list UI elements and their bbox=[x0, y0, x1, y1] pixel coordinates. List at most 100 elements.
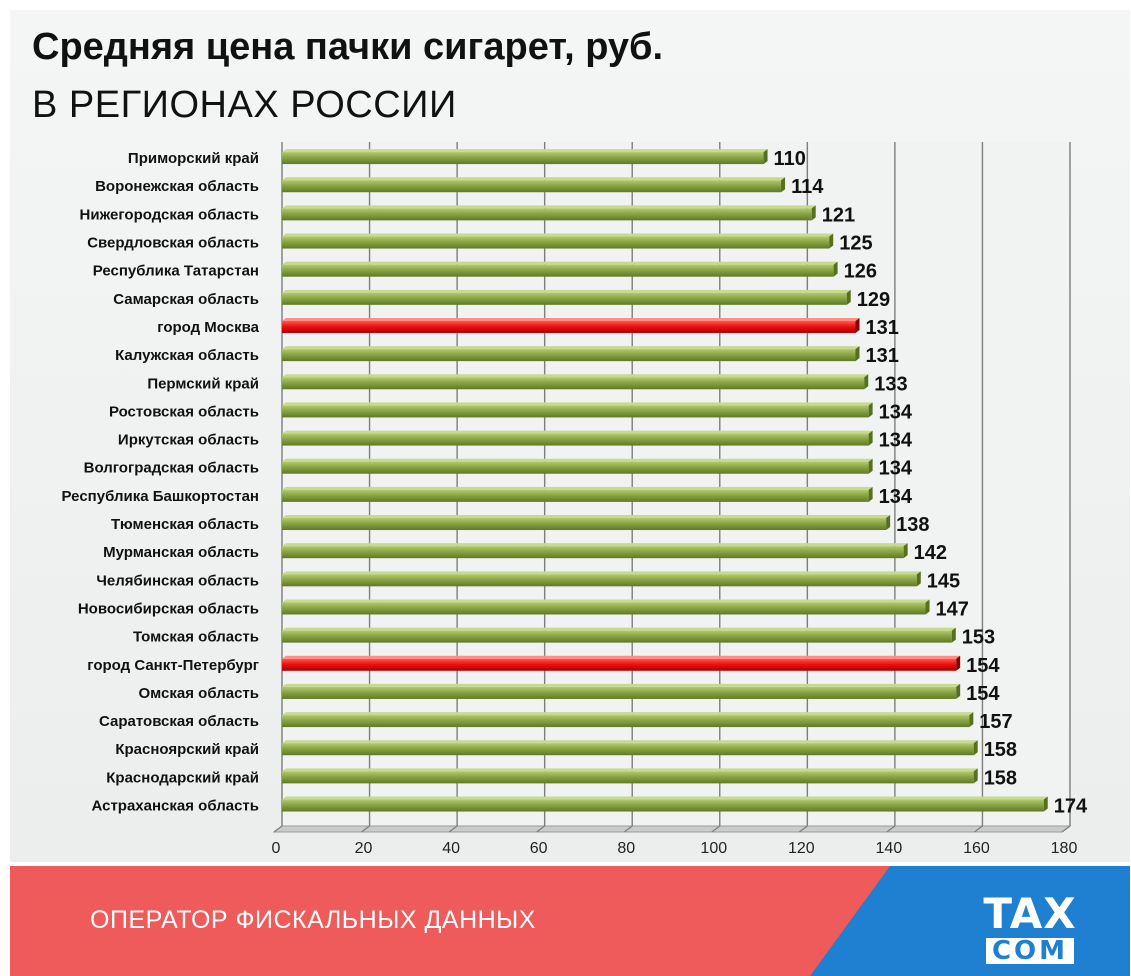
category-label: Свердловская область bbox=[87, 235, 259, 252]
bar bbox=[282, 292, 847, 305]
category-label: Томская область bbox=[133, 629, 259, 646]
value-label: 125 bbox=[839, 233, 872, 255]
bar bbox=[282, 320, 856, 333]
bar-top-face bbox=[282, 346, 860, 350]
value-label: 153 bbox=[962, 627, 995, 649]
bar-top-face bbox=[282, 655, 961, 659]
value-label: 174 bbox=[1054, 796, 1088, 818]
gridline-floor bbox=[798, 825, 808, 833]
bar-side-face bbox=[969, 712, 974, 728]
category-label: Саратовская область bbox=[99, 713, 259, 730]
value-label: 134 bbox=[879, 458, 913, 480]
bar-top-face bbox=[282, 289, 851, 293]
bar-side-face bbox=[1043, 796, 1048, 812]
bar bbox=[282, 602, 926, 615]
bar-top-face bbox=[282, 712, 974, 716]
bar-side-face bbox=[868, 458, 873, 474]
bar-side-face bbox=[973, 740, 978, 756]
value-label: 114 bbox=[791, 176, 824, 198]
category-label: Новосибирская область bbox=[78, 600, 259, 617]
bar-top-face bbox=[282, 768, 978, 772]
category-label: Самарская область bbox=[113, 291, 259, 308]
bar-side-face bbox=[864, 374, 869, 390]
value-label: 121 bbox=[822, 204, 855, 226]
bar-side-face bbox=[763, 149, 768, 165]
value-label: 138 bbox=[896, 514, 929, 536]
bar bbox=[282, 180, 782, 193]
bar-top-face bbox=[282, 149, 768, 153]
bar-side-face bbox=[886, 515, 891, 531]
gridline-floor bbox=[273, 825, 283, 833]
value-label: 154 bbox=[966, 683, 1000, 705]
bar bbox=[282, 208, 812, 221]
x-tick-label: 80 bbox=[617, 840, 635, 857]
bar bbox=[282, 715, 970, 728]
bar bbox=[282, 630, 952, 643]
bar-top-face bbox=[282, 205, 816, 209]
bar bbox=[282, 377, 865, 390]
gridline-floor bbox=[361, 825, 370, 833]
bar-side-face bbox=[829, 233, 834, 249]
bar bbox=[282, 236, 830, 249]
bar bbox=[282, 518, 887, 531]
bar-top-face bbox=[282, 458, 873, 462]
category-label: Пермский край bbox=[147, 375, 259, 392]
bar bbox=[282, 658, 957, 671]
category-label: Челябинская область bbox=[96, 572, 259, 589]
value-label: 154 bbox=[966, 655, 1000, 677]
bar-side-face bbox=[903, 543, 908, 559]
plot-floor bbox=[272, 825, 1072, 833]
logo-top-text: TAX bbox=[983, 889, 1077, 938]
value-label: 131 bbox=[865, 345, 898, 367]
category-label: Республика Башкортостан bbox=[62, 488, 259, 505]
bar-side-face bbox=[951, 627, 956, 643]
category-label: Приморский край bbox=[128, 150, 259, 167]
bar-chart: 0 20 40 60 80 100 120 140 160 180 Приморский край 1… bbox=[62, 142, 1088, 857]
bar-top-face bbox=[282, 317, 860, 321]
gridline-floor bbox=[1061, 825, 1071, 833]
bar bbox=[282, 771, 974, 784]
bar-side-face bbox=[925, 599, 930, 615]
bar-top-face bbox=[282, 430, 873, 434]
bar-side-face bbox=[916, 571, 921, 587]
operator-text: ОПЕРАТОР ФИСКАЛЬНЫХ ДАННЫХ bbox=[90, 906, 536, 934]
category-label: Красноярский край bbox=[115, 741, 259, 758]
value-label: 133 bbox=[874, 373, 907, 395]
bar-top-face bbox=[282, 374, 869, 378]
x-tick-label: 140 bbox=[876, 840, 903, 857]
x-tick-label: 20 bbox=[355, 840, 373, 857]
bar bbox=[282, 405, 869, 418]
x-tick-label: 160 bbox=[963, 840, 990, 857]
bar-top-face bbox=[282, 571, 921, 575]
bar-side-face bbox=[868, 486, 873, 502]
bar-side-face bbox=[956, 683, 961, 699]
bar-side-face bbox=[781, 177, 786, 193]
bar-side-face bbox=[846, 289, 851, 305]
bar bbox=[282, 264, 834, 277]
category-label: Мурманская область bbox=[103, 544, 259, 561]
bar-top-face bbox=[282, 627, 956, 631]
category-label: Иркутская область bbox=[118, 432, 259, 449]
category-label: город Москва bbox=[157, 319, 259, 336]
value-label: 142 bbox=[914, 542, 947, 564]
bar bbox=[282, 546, 904, 559]
bar-top-face bbox=[282, 177, 786, 181]
plot-area bbox=[282, 142, 1070, 826]
value-label: 110 bbox=[774, 148, 806, 170]
value-label: 158 bbox=[984, 739, 1017, 761]
bar-side-face bbox=[855, 317, 860, 333]
bar bbox=[282, 743, 974, 756]
category-label: Тюменская область bbox=[111, 516, 259, 533]
category-label: Воронежская область bbox=[95, 178, 259, 195]
bar bbox=[282, 433, 869, 446]
value-label: 131 bbox=[865, 317, 898, 339]
bar-side-face bbox=[868, 430, 873, 446]
category-label: Волгоградская область bbox=[84, 460, 259, 477]
x-tick-label: 40 bbox=[442, 840, 460, 857]
logo-bottom-text: COM bbox=[985, 938, 1075, 964]
bar-top-face bbox=[282, 486, 873, 490]
gridline-floor bbox=[974, 825, 983, 833]
bar-side-face bbox=[956, 655, 961, 671]
value-label: 134 bbox=[879, 401, 913, 423]
bar-side-face bbox=[811, 205, 816, 221]
